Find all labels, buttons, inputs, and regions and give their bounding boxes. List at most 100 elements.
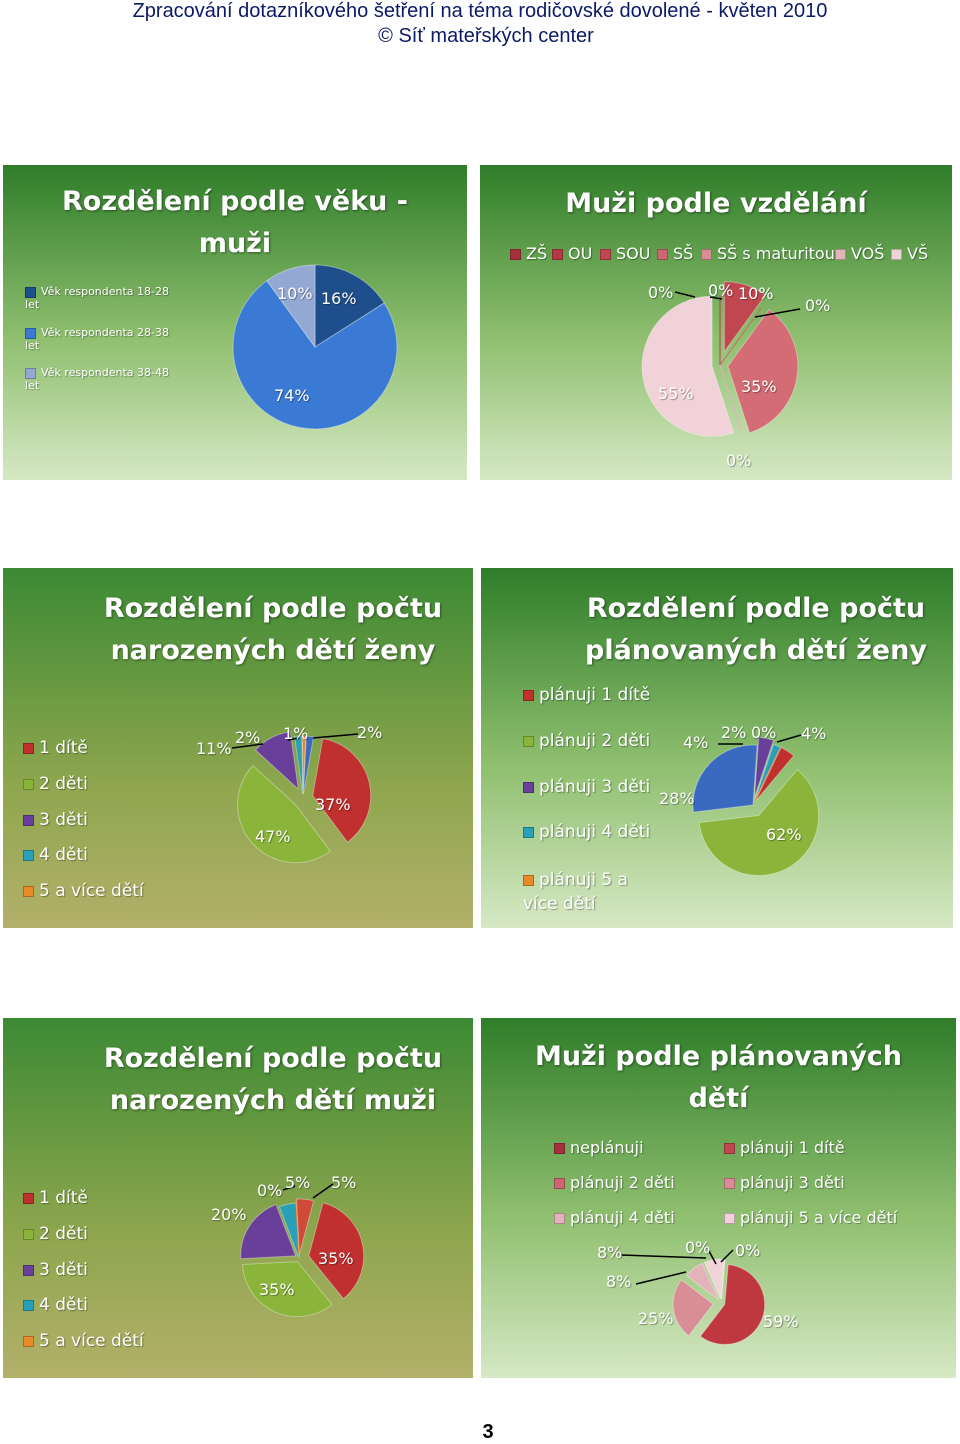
- data-label: 2%: [235, 728, 261, 747]
- legend-item-vos: VOŠ: [835, 244, 884, 263]
- legend-swatch: [23, 778, 34, 790]
- chart-panel-age-men: Rozdělení podle věku - muži Věk responde…: [3, 165, 467, 480]
- pie-slice: [720, 1259, 726, 1300]
- pie-chart-planned-children-men: [481, 1018, 956, 1378]
- panel-background: [481, 568, 953, 928]
- legend-swatch: [891, 249, 902, 260]
- data-label: 11%: [196, 739, 232, 758]
- leader-line: [708, 1250, 717, 1265]
- data-label: 0%: [648, 283, 674, 302]
- legend-item-ss-maturita: SŠ s maturitou: [701, 244, 835, 263]
- legend-swatch: [25, 286, 36, 298]
- legend-item-plan-3: plánuji 3 děti: [523, 777, 650, 797]
- data-label: 0%: [685, 1238, 711, 1257]
- legend-swatch: [23, 814, 34, 826]
- legend-swatch: [510, 249, 521, 260]
- legend-item-plan-5: plánuji 5 a více dětí: [724, 1208, 897, 1227]
- pie-slice: [698, 768, 820, 877]
- legend-item-5: 5 a více dětí: [23, 1331, 144, 1351]
- data-label: 35%: [741, 377, 777, 396]
- data-label: 16%: [321, 289, 357, 308]
- pie-slice: [686, 1262, 719, 1301]
- pie-slice: [314, 264, 385, 348]
- data-label: 10%: [277, 284, 313, 303]
- data-label: 0%: [735, 1241, 761, 1260]
- pie-slice: [641, 295, 735, 437]
- legend-swatch: [23, 1335, 34, 1347]
- data-label: 5%: [285, 1173, 311, 1192]
- legend-item-age-18-28: Věk respondenta 18-28 let: [25, 285, 170, 311]
- pie-slice: [719, 308, 762, 366]
- legend-swatch: [523, 826, 534, 838]
- legend-swatch: [25, 367, 36, 379]
- legend-item-plan-5: plánuji 5 a více dětí: [523, 870, 628, 914]
- data-label: 10%: [738, 284, 774, 303]
- legend-item-plan-4: plánuji 4 děti: [523, 822, 650, 842]
- chart-title: Rozdělení podle počtu plánovaných dětí ž…: [585, 593, 927, 666]
- pie-slice: [699, 1264, 766, 1345]
- legend-item-5: 5 a více dětí: [23, 881, 144, 901]
- legend-item-plan-1: plánuji 1 dítě: [724, 1138, 845, 1157]
- legend-swatch: [724, 1143, 735, 1154]
- data-label: 8%: [606, 1272, 632, 1291]
- leader-line: [282, 1185, 296, 1191]
- leader-line: [776, 734, 802, 743]
- leader-line: [635, 1271, 687, 1285]
- legend-swatch: [23, 1228, 34, 1240]
- data-label: 0%: [708, 281, 734, 300]
- legend-swatch: [724, 1178, 735, 1189]
- pie-slice: [754, 747, 782, 802]
- chart-panel-planned-children-men: Muži podle plánovaných dětí neplánuji pl…: [481, 1018, 956, 1378]
- pie-chart-born-children-men: [3, 1018, 473, 1378]
- legend-item-3: 3 děti: [23, 810, 88, 830]
- leader-line: [620, 1254, 707, 1259]
- pie-slice: [237, 764, 332, 864]
- data-label: 28%: [659, 789, 695, 808]
- legend-swatch: [600, 249, 611, 260]
- chart-panel-education-men: Muži podle vzdělání ZŠ OU SOU SŠ SŠ s ma…: [480, 165, 952, 480]
- legend-item-1: 1 dítě: [23, 738, 88, 758]
- pie-slice: [312, 737, 372, 843]
- pie-slice: [301, 735, 307, 795]
- legend-swatch: [554, 1178, 565, 1189]
- legend-item-3: 3 děti: [23, 1260, 88, 1280]
- chart-title: Rozdělení podle počtu narozených dětí mu…: [103, 1043, 443, 1116]
- legend-item-plan-4: plánuji 4 děti: [554, 1208, 675, 1227]
- pie-slice: [295, 1199, 300, 1255]
- document-header-subtitle: © Síť mateřských center: [378, 25, 594, 47]
- legend-item-sou: SOU: [600, 244, 650, 263]
- chart-panel-born-children-men: Rozdělení podle počtu narozených dětí mu…: [3, 1018, 473, 1378]
- pie-slice: [692, 744, 758, 813]
- leader-line: [312, 1183, 334, 1199]
- data-label: 4%: [801, 724, 827, 743]
- pie-slice: [754, 736, 775, 798]
- legend-item-zs: ZŠ: [510, 244, 547, 263]
- data-label: 20%: [211, 1205, 247, 1224]
- chart-title: Rozdělení podle věku - muži: [61, 186, 408, 259]
- legend-swatch: [701, 249, 712, 260]
- data-label: 35%: [259, 1280, 295, 1299]
- leader-line: [720, 1249, 734, 1263]
- data-label: 0%: [257, 1181, 283, 1200]
- data-label: 35%: [318, 1249, 354, 1268]
- data-label: 55%: [658, 384, 694, 403]
- legend-item-2: 2 děti: [23, 774, 88, 794]
- leader-line: [312, 733, 359, 739]
- data-label: 74%: [274, 386, 310, 405]
- pie-slice: [308, 1202, 365, 1300]
- legend-item-ss: SŠ: [657, 244, 693, 263]
- legend-swatch: [554, 1143, 565, 1154]
- pie-chart-age-men: [3, 165, 467, 480]
- legend-item-ou: OU: [552, 244, 592, 263]
- data-label: 1%: [283, 724, 309, 743]
- data-label: 8%: [597, 1243, 623, 1262]
- legend-swatch: [23, 1192, 34, 1204]
- data-label: 59%: [763, 1312, 799, 1331]
- pie-slice: [723, 281, 767, 354]
- data-label: 2%: [357, 723, 383, 742]
- legend-swatch: [835, 249, 846, 260]
- pie-slice: [294, 735, 304, 795]
- legend-swatch: [523, 874, 534, 886]
- data-label: 0%: [751, 723, 777, 742]
- pie-chart-planned-children-women: [481, 568, 953, 928]
